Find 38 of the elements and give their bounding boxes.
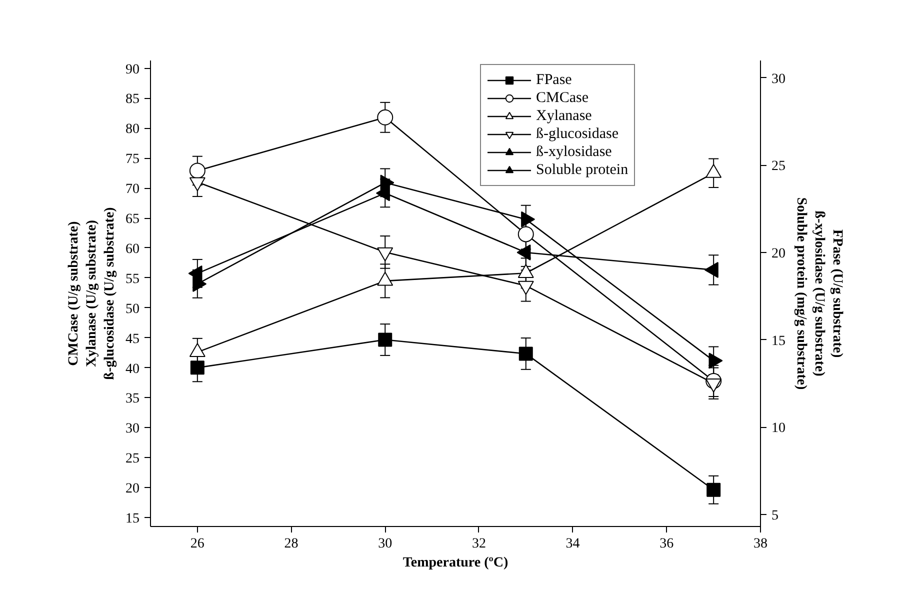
y-tick-label: 25 (126, 452, 140, 467)
legend-label: CMCase (536, 89, 588, 107)
x-tick-label: 26 (190, 536, 204, 552)
x-tick-label: 30 (378, 536, 392, 552)
legend-label: ß-glucosidase (536, 125, 618, 143)
y-tick-label: 15 (126, 512, 140, 527)
y-tick-label: 55 (126, 272, 140, 287)
x-tick-label: 34 (566, 536, 580, 552)
x-tick-label: 38 (754, 536, 768, 552)
y2-tick-label: 30 (772, 72, 786, 87)
y2-tick-label: 5 (772, 508, 778, 524)
legend-label: ß-xylosidase (536, 143, 612, 161)
y-tick-label: 45 (126, 332, 140, 347)
y-tick-label: 75 (126, 152, 140, 168)
y-tick-label: 30 (126, 422, 140, 437)
y-tick-label: 85 (126, 92, 140, 108)
y2-tick-label: 10 (772, 421, 786, 436)
legend-label: FPase (536, 71, 572, 89)
y2-axis-title: FPase (U/g substrate) ß-xylosidase (U/g substrate) Soluble protein (mg/g substrate) (794, 197, 844, 390)
y-axis-title: CMCase (U/g substrate) Xylanase (U/g substrate) ß-glucosidase (U/g substrate) (66, 206, 118, 380)
legend-label: Xylanase (536, 107, 592, 125)
y-tick-label: 70 (126, 182, 140, 198)
y-tick-label: 90 (126, 62, 140, 78)
y-tick-label: 50 (126, 302, 140, 317)
x-tick-label: 36 (660, 536, 674, 552)
y2-tick-label: 15 (772, 334, 786, 349)
y2-tick-label: 20 (772, 246, 786, 262)
y-tick-label: 65 (126, 212, 140, 228)
y-tick-label: 40 (126, 362, 140, 377)
y-tick-label: 60 (126, 242, 140, 257)
y-tick-label: 35 (126, 392, 140, 407)
x-tick-label: 28 (284, 536, 298, 552)
x-axis-title: Temperature (ºC) (402, 556, 508, 570)
y-tick-label: 80 (126, 122, 140, 138)
x-tick-label: 32 (472, 536, 486, 552)
legend-label: Soluble protein (536, 161, 628, 179)
y-tick-label: 20 (126, 482, 140, 497)
y2-tick-label: 25 (772, 159, 786, 174)
